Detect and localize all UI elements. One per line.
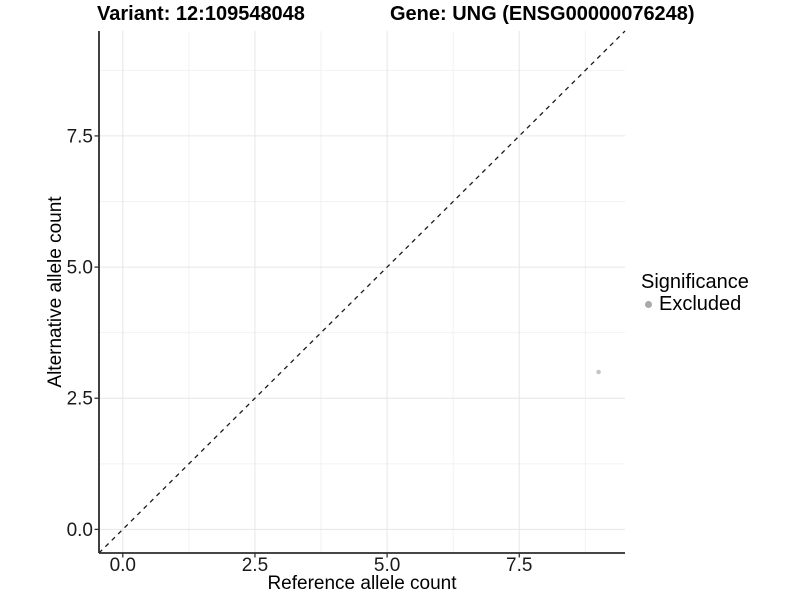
data-point [596, 369, 601, 375]
legend: Significance Excluded [641, 272, 749, 314]
x-tick-label: 7.5 [506, 555, 532, 576]
plot-title-variant: Variant: 12:109548048 [97, 3, 305, 25]
x-tick-label: 0.0 [110, 555, 136, 576]
y-tick-label: 0.0 [67, 520, 93, 541]
plot-title-gene: Gene: UNG (ENSG00000076248) [390, 3, 695, 25]
legend-item-excluded: Excluded [641, 294, 749, 314]
identity-dashed-line [98, 30, 626, 554]
x-tick-label: 2.5 [242, 555, 268, 576]
y-tick-label: 2.5 [67, 389, 93, 410]
legend-title: Significance [641, 271, 749, 293]
y-tick-label: 5.0 [67, 258, 93, 279]
legend-item-label: Excluded [659, 293, 742, 315]
x-axis-title: Reference allele count [267, 573, 457, 594]
legend-point-icon [645, 300, 652, 308]
x-tick-label: 5.0 [374, 555, 400, 576]
y-axis-title: Alternative allele count [45, 196, 66, 388]
y-tick-label: 7.5 [67, 126, 93, 147]
